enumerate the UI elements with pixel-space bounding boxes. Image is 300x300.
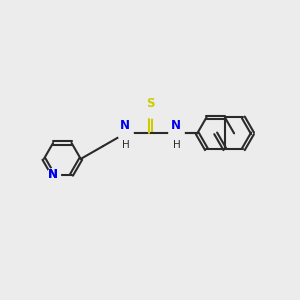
Text: H: H [122,140,130,150]
Text: H: H [172,140,180,150]
Text: N: N [171,119,181,132]
Text: S: S [146,97,155,110]
Text: N: N [120,119,130,132]
Text: N: N [47,168,58,182]
Text: N: N [47,168,58,182]
